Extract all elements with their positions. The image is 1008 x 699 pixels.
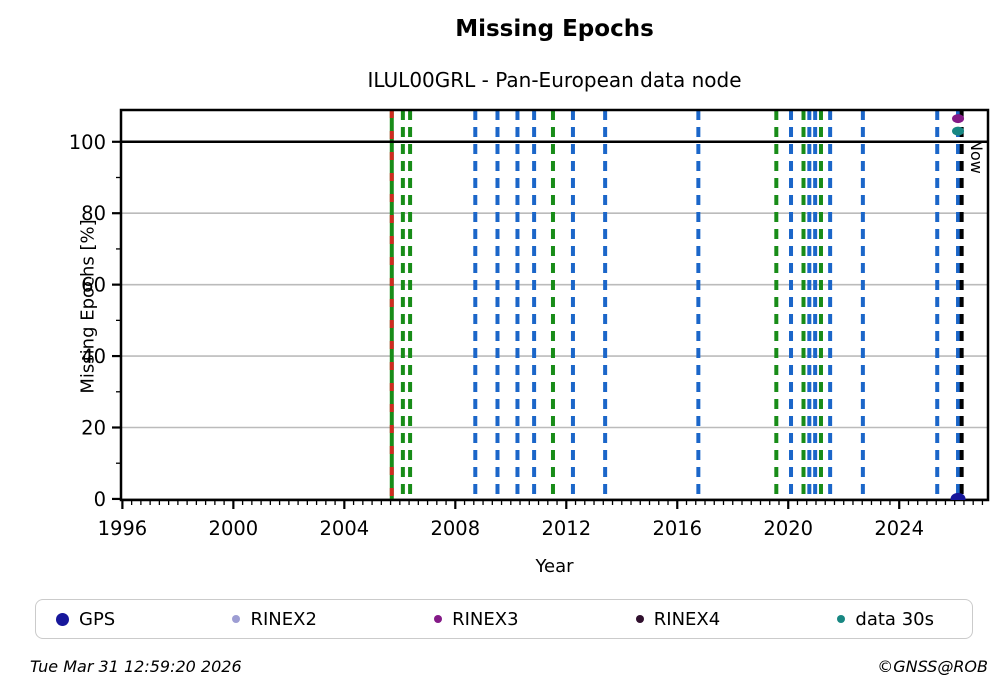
data-point-rinex3	[952, 114, 965, 124]
legend-marker-icon	[434, 615, 443, 623]
x-tick-label-2016: 2016	[652, 517, 702, 540]
x-tick-label-2000: 2000	[209, 517, 259, 540]
x-tick-label-2020: 2020	[763, 517, 813, 540]
data-point-data-30s	[952, 126, 965, 136]
x-tick-label-1996: 1996	[98, 517, 148, 540]
y-tick-label-80: 80	[81, 202, 106, 225]
legend-item-label: GPS	[79, 608, 116, 630]
legend-item-rinex4: RINEX4	[635, 608, 721, 630]
plot-timestamp: Tue Mar 31 12:59:20 2026	[30, 657, 242, 676]
y-tick-label-40: 40	[81, 345, 106, 368]
legend-item-data-30s: data 30s	[837, 609, 934, 630]
y-tick-label-0: 0	[94, 488, 106, 511]
legend-marker-icon	[232, 615, 241, 623]
page-subtitle: ILUL00GRL - Pan-European data node	[367, 68, 742, 92]
legend-item-gps: GPS	[56, 609, 115, 630]
copyright-credit: ©GNSS@ROB	[877, 657, 988, 676]
x-axis-label: Year	[535, 556, 574, 577]
legend-marker-icon	[635, 615, 644, 623]
y-tick-label-60: 60	[81, 274, 106, 297]
now-annotation: Now	[967, 139, 986, 174]
legend-item-label: RINEX4	[653, 608, 721, 630]
x-tick-label-2008: 2008	[430, 517, 480, 540]
legend-item-rinex2: RINEX2	[232, 608, 317, 630]
x-tick-label-2024: 2024	[874, 517, 924, 540]
y-tick-label-20: 20	[81, 417, 106, 440]
legend-marker-icon	[837, 615, 846, 623]
legend-item-label: data 30s	[855, 608, 934, 630]
legend-item-label: RINEX2	[250, 608, 317, 630]
legend-marker-icon	[56, 612, 69, 626]
page-title: Missing Epochs	[455, 16, 654, 42]
x-tick-label-2012: 2012	[541, 517, 591, 540]
y-axis-label: Missing Epochs [%]	[77, 219, 99, 394]
legend-item-label: RINEX3	[452, 608, 519, 630]
legend-box: GPS RINEX2 RINEX3 RINEX4 data 30s	[35, 599, 973, 639]
y-tick-label-100: 100	[69, 131, 106, 154]
plot-frame	[119, 108, 990, 502]
legend-item-rinex3: RINEX3	[434, 608, 519, 630]
x-tick-label-2004: 2004	[320, 517, 370, 540]
data-point-gps	[950, 492, 966, 500]
